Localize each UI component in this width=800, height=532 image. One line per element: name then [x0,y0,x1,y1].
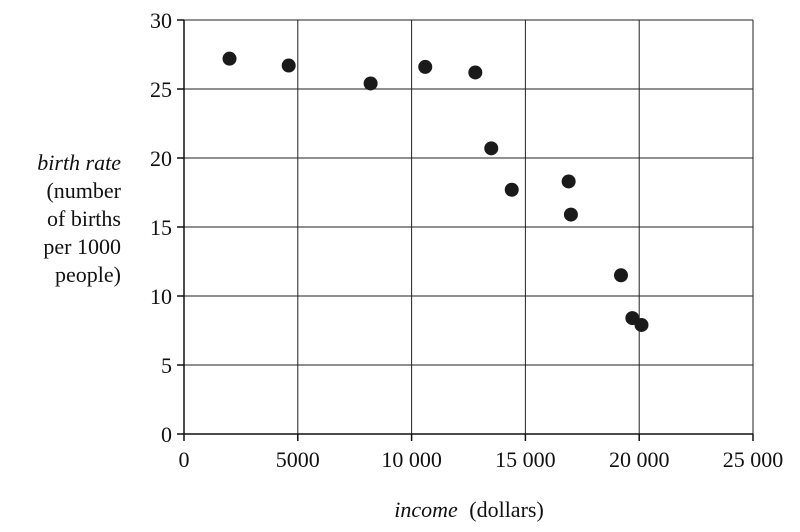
data-point [561,174,576,189]
y-tick-label: 25 [150,77,172,102]
data-point [281,58,296,73]
x-axis-label-title: income [394,497,458,522]
data-point [418,59,433,74]
y-axis-label-title: birth rate [37,150,121,175]
data-point [363,76,378,91]
x-axis-label-unit: (dollars) [469,497,544,522]
tick-labels: 0 5000 10 000 15 000 20 000 25 000 0 5 10 15 20 25 3… [150,8,783,472]
data-point [484,141,499,156]
axes [177,19,754,441]
y-tick-label: 10 [150,284,172,309]
y-tick-label: 30 [150,8,172,33]
data-point [613,268,628,283]
y-tick-label: 0 [161,422,172,447]
data-point [634,317,649,332]
data-point [563,207,578,222]
data-points [222,51,649,332]
y-axis-label-line: people) [55,262,121,287]
y-tick-label: 20 [150,146,172,171]
x-axis-label: income (dollars) [394,497,544,522]
x-tick-label: 0 [179,447,190,472]
x-tick-label: 15 000 [495,447,556,472]
y-axis-label-line: (number [46,178,121,203]
y-axis-label-line: of births [47,206,121,231]
x-tick-label: 10 000 [381,447,442,472]
y-tick-label: 5 [161,353,172,378]
x-tick-label: 20 000 [609,447,670,472]
data-point [468,65,483,80]
y-axis-label-line: per 1000 [43,234,121,259]
data-point [222,51,237,66]
data-point [504,182,519,197]
y-tick-label: 15 [150,215,172,240]
grid [184,19,754,434]
x-tick-label: 25 000 [723,447,784,472]
x-tick-label: 5000 [276,447,320,472]
